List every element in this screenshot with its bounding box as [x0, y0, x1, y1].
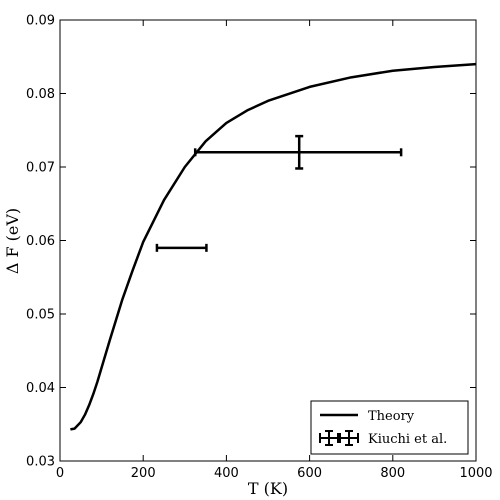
x-tick-label: 600 [297, 466, 322, 481]
x-tick-label: 400 [214, 466, 239, 481]
axes: 0 200 400 600 800 1000 0.03 0.04 0.05 0.06 0.07 0.0… [26, 14, 493, 482]
x-tick-label: 200 [131, 466, 156, 481]
x-tick-label: 0 [56, 466, 64, 481]
y-tick-label: 0.04 [26, 381, 55, 396]
x-axis-label: T (K) [248, 479, 288, 498]
x-tick-label: 800 [380, 466, 405, 481]
legend-theory-label: Theory [368, 409, 415, 424]
y-tick-label: 0.07 [26, 161, 55, 176]
y-tick-label: 0.09 [26, 14, 55, 29]
errorbar-point-1 [155, 243, 208, 252]
y-tick-label: 0.03 [26, 455, 55, 470]
legend: Theory Kiuchi et al. [310, 400, 469, 455]
y-axis-label: Δ F (eV) [3, 208, 22, 274]
x-tick-label: 1000 [459, 466, 492, 481]
y-tick-label: 0.05 [26, 308, 55, 323]
errorbar-point-2 [193, 134, 403, 170]
legend-errorbar-marker [319, 430, 359, 446]
theory-line [70, 62, 477, 431]
plot-area [70, 62, 477, 431]
legend-kiuchi-label: Kiuchi et al. [368, 432, 447, 447]
y-tick-label: 0.06 [26, 234, 55, 249]
legend-box [310, 400, 469, 455]
y-tick-label: 0.08 [26, 87, 55, 102]
